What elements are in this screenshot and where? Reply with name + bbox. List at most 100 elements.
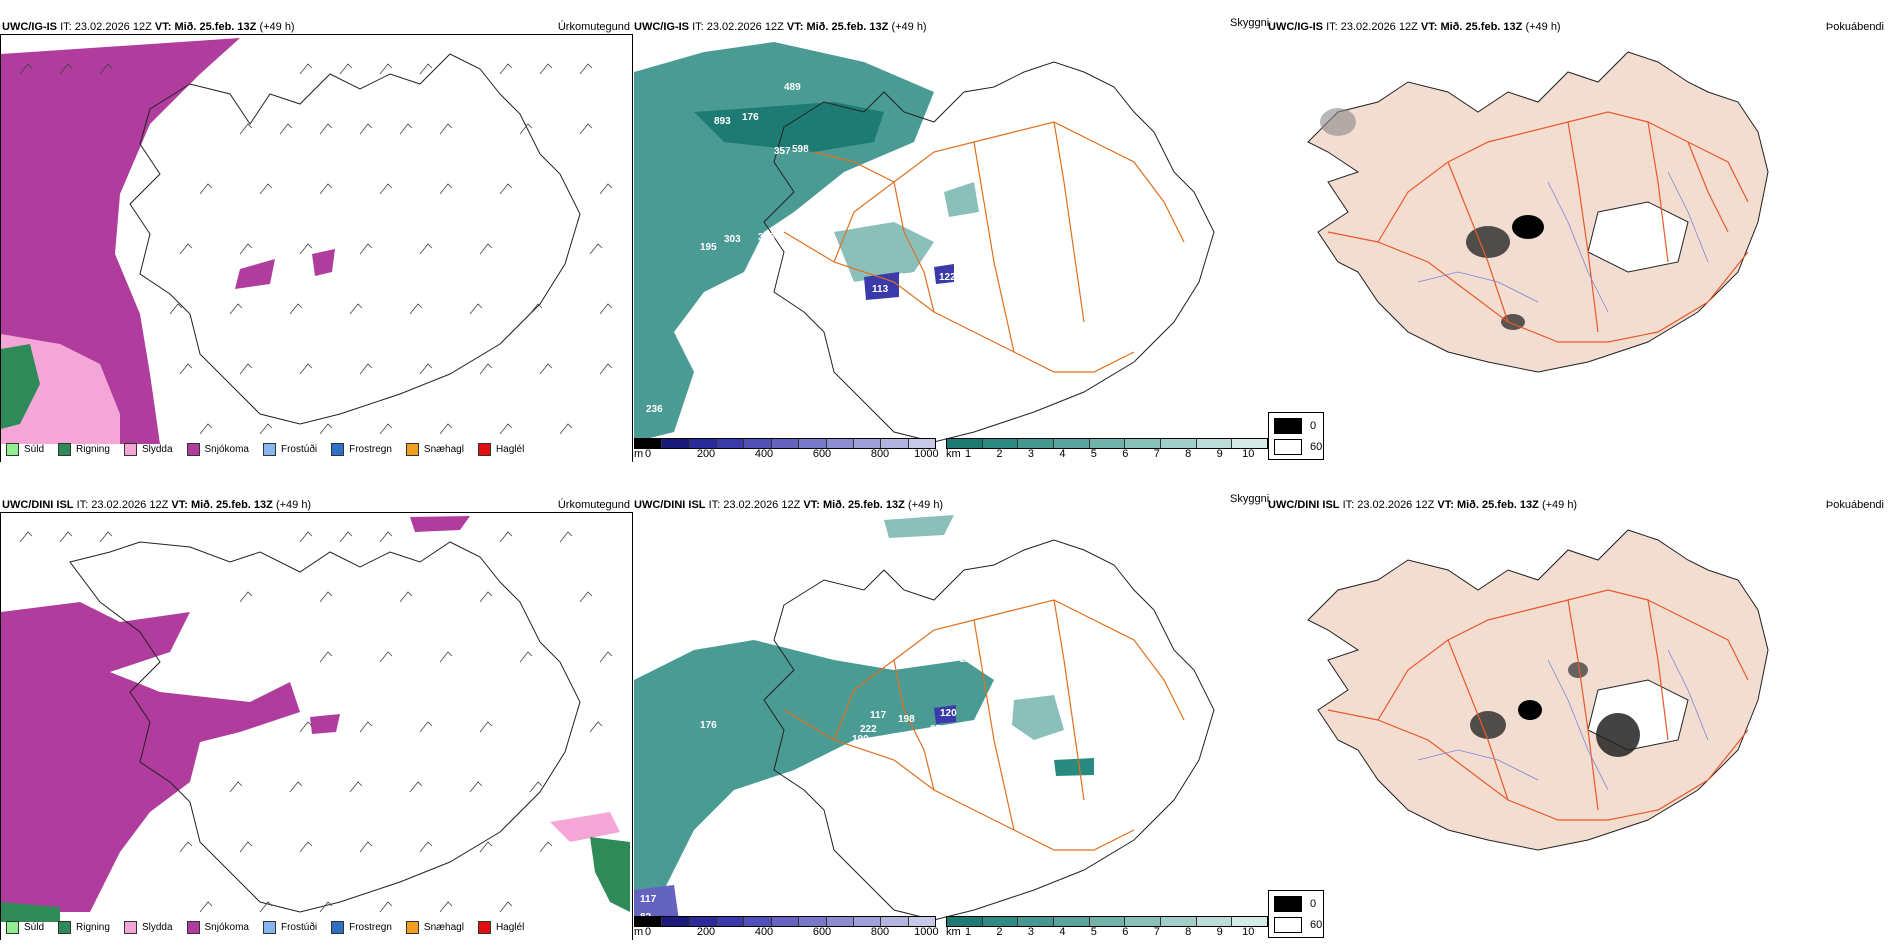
- fog-key: 0 60: [1268, 890, 1324, 938]
- lead-time: (+49 h): [259, 21, 295, 33]
- height-label: 598: [792, 144, 809, 155]
- height-label: 10: [914, 394, 926, 405]
- legend-swatch: [477, 443, 491, 456]
- legend-swatch: [331, 443, 345, 456]
- valid-time: Mið. 25.feb. 13Z: [174, 21, 257, 33]
- lead-time: (+49 h): [1541, 499, 1578, 511]
- fog-patch: [1568, 662, 1588, 678]
- cloudbase-colorbar: [634, 438, 936, 449]
- model-name: UWC/DINI ISL: [634, 499, 706, 511]
- legend-swatch: [405, 921, 419, 934]
- colorbar-cells: [946, 916, 1268, 927]
- fog-title: Þokuábendi: [1825, 21, 1884, 33]
- init-time: 23.02.2026 12Z: [1357, 499, 1435, 511]
- colorbar-cells: [634, 916, 936, 927]
- height-label: 27: [930, 724, 942, 735]
- cloud-title: Skyggni: [1230, 17, 1270, 29]
- fog-panel-ig: UWC/IG-IS IT: 23.02.2026 12Z VT: Mið. 25…: [1268, 14, 1900, 462]
- fog-patch: [1320, 108, 1356, 136]
- height-label: 176: [742, 112, 759, 123]
- fog-key-row: 0: [1274, 418, 1316, 434]
- height-label: 195: [700, 242, 717, 253]
- legend-swatch: [123, 443, 137, 456]
- cloud-vis-map: 176 117 198 222 190 120 27 108 742 117 8…: [634, 515, 1215, 925]
- init-time: 23.02.2026 12Z: [1340, 21, 1418, 33]
- cloud-vis-panel-dini: UWC/DINI ISL IT: 23.02.2026 12Z VT: Mið.…: [634, 492, 1269, 940]
- precip-legend: Súld Rigning Slydda Snjókoma Frostúði Fr…: [6, 443, 524, 456]
- sleet-region: [550, 812, 620, 842]
- precip-legend: Súld Rigning Slydda Snjókoma Frostúði Fr…: [6, 921, 524, 934]
- cloudbase-ticks: 0 200 400 600 800 1000: [644, 448, 939, 460]
- lead-time: (+49 h): [907, 499, 944, 511]
- cloudbase-ticks: 0 200 400 600 800 1000: [644, 926, 939, 938]
- height-label: 357: [774, 146, 791, 157]
- visibility-field: [634, 640, 994, 900]
- visibility-unit: km: [946, 926, 961, 938]
- colorbar-cells: [634, 438, 936, 449]
- legend-item: Haglél: [477, 921, 524, 934]
- model-name: UWC/DINI ISL: [1268, 499, 1340, 511]
- vt-label: VT:: [803, 499, 820, 511]
- visibility-field: [884, 515, 954, 538]
- iceland-outline: [69, 541, 581, 913]
- height-label: 489: [784, 82, 801, 93]
- iceland-land: [1307, 51, 1769, 373]
- legend-item: Snæhagl: [405, 921, 464, 934]
- legend-swatch: [186, 921, 200, 934]
- height-label: 236: [646, 404, 663, 415]
- legend-swatch: [6, 443, 19, 456]
- fog-key-row: 0: [1274, 896, 1316, 912]
- model-name: UWC/IG-IS: [1268, 21, 1323, 33]
- rain-region: [1, 344, 40, 429]
- height-label: 117: [640, 894, 657, 905]
- legend-swatch: [186, 443, 200, 456]
- visibility-ticks: 1 2 3 4 5 6 7 8 9 10: [964, 448, 1255, 460]
- valid-time: Mið. 25.feb. 13Z: [190, 499, 273, 511]
- panel-header: UWC/DINI ISL IT: 23.02.2026 12Z VT: Mið.…: [2, 498, 311, 512]
- height-label: 398: [758, 232, 775, 243]
- rain-region: [590, 837, 630, 912]
- panel-header: UWC/IG-IS IT: 23.02.2026 12Z VT: Mið. 25…: [1268, 20, 1561, 34]
- it-label: IT:: [1342, 499, 1355, 511]
- visibility-colorbar: [946, 438, 1268, 449]
- legend-item: Slydda: [123, 443, 173, 456]
- road-network: [783, 599, 1185, 851]
- visibility-field: [694, 102, 884, 152]
- it-label: IT:: [60, 21, 72, 33]
- cloudbase-unit: m: [634, 926, 644, 938]
- valid-time: Mið. 25.feb. 13Z: [1440, 21, 1523, 33]
- snow-patch: [235, 259, 275, 289]
- fog-patch: [1512, 215, 1544, 239]
- snow-patch: [312, 249, 335, 276]
- iceland-outline: [129, 53, 581, 425]
- height-label: 190: [852, 734, 869, 745]
- legend-item: Súld: [6, 443, 44, 456]
- lead-time: (+49 h): [275, 499, 312, 511]
- cloud-vis-panel-ig: UWC/IG-IS IT: 23.02.2026 12Z VT: Mið. 25…: [634, 14, 1270, 462]
- fog-key-row: 60: [1274, 439, 1322, 455]
- it-label: IT:: [692, 21, 704, 33]
- legend-item: Haglél: [477, 443, 524, 456]
- model-name: UWC/DINI ISL: [2, 499, 74, 511]
- it-label: IT:: [1326, 21, 1338, 33]
- legend-swatch: [262, 921, 276, 934]
- legend-swatch: [477, 921, 491, 934]
- precip-title: Úrkomutegund: [557, 21, 630, 33]
- visibility-field: [944, 182, 979, 217]
- height-label: 742: [1006, 740, 1023, 751]
- legend-item: Snæhagl: [405, 443, 464, 456]
- height-label: 120: [940, 708, 957, 719]
- height-label: 303: [724, 234, 741, 245]
- fog-patch: [1466, 226, 1510, 258]
- vt-label: VT:: [1420, 21, 1438, 33]
- valid-time: Mið. 25.feb. 13Z: [822, 499, 905, 511]
- cloudbase-patch: [864, 272, 899, 300]
- legend-item: Súld: [6, 921, 44, 934]
- legend-item: Rigning: [58, 921, 110, 934]
- legend-item: Frostúði: [262, 443, 317, 456]
- init-time: 23.02.2026 12Z: [706, 21, 784, 33]
- fog-patch: [1596, 713, 1640, 757]
- height-label: 122: [939, 272, 956, 283]
- fog-map: [1307, 529, 1769, 851]
- visibility-unit: km: [946, 448, 961, 460]
